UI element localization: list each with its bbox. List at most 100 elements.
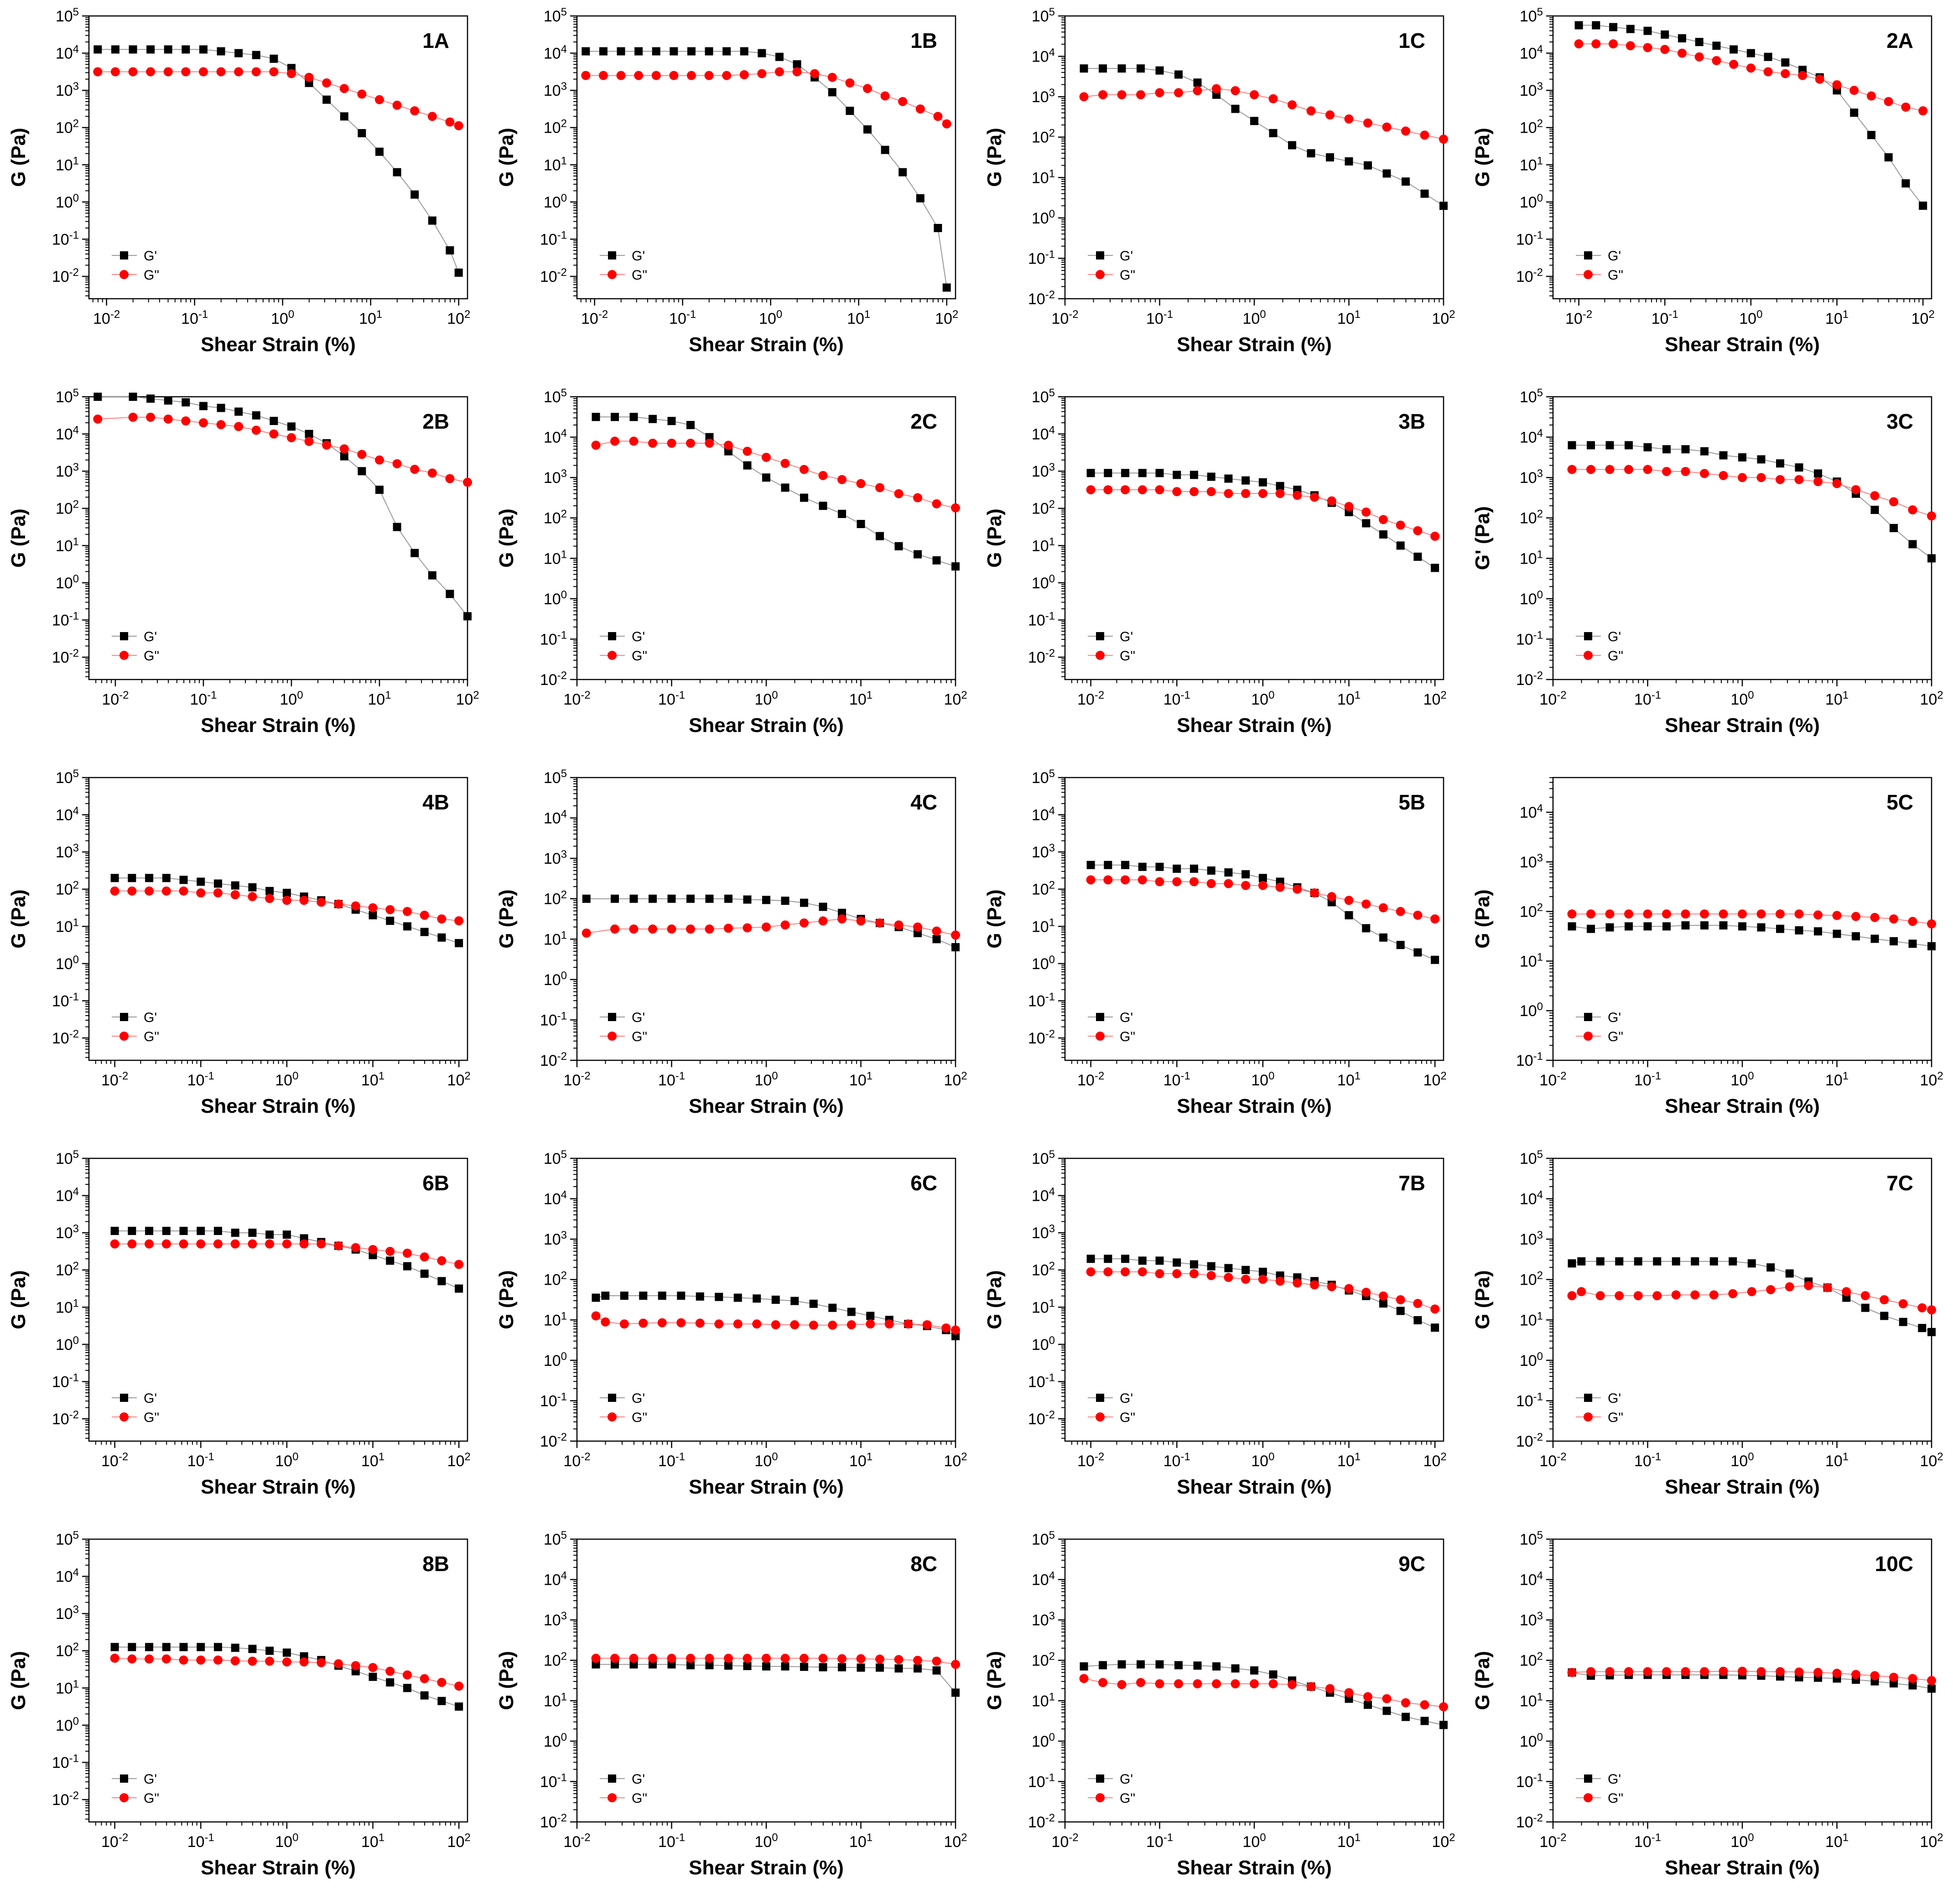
data-point bbox=[1327, 1282, 1336, 1292]
x-axis-title: Shear Strain (%) bbox=[689, 1857, 844, 1879]
legend-marker bbox=[120, 1013, 128, 1021]
data-point bbox=[197, 1643, 205, 1651]
data-point bbox=[1173, 864, 1181, 873]
data-point bbox=[265, 1656, 275, 1666]
data-point bbox=[809, 1299, 818, 1308]
data-point bbox=[922, 1320, 932, 1329]
data-point bbox=[1363, 118, 1372, 128]
data-point bbox=[837, 475, 847, 484]
data-point bbox=[1275, 882, 1285, 892]
legend: G' G" bbox=[1576, 249, 1623, 283]
data-point bbox=[248, 1645, 257, 1653]
y-tick-label: 10-2 bbox=[52, 1028, 79, 1048]
y-tick-label: 10-2 bbox=[540, 1431, 567, 1451]
data-point bbox=[581, 71, 591, 80]
x-tick-label: 102 bbox=[1423, 1070, 1447, 1089]
data-point bbox=[1174, 70, 1183, 79]
y-tick-label: 104 bbox=[56, 424, 79, 443]
data-point bbox=[1104, 469, 1112, 477]
series-g-double-prime bbox=[591, 1654, 960, 1669]
data-point bbox=[1363, 1692, 1372, 1702]
legend-marker bbox=[608, 1032, 617, 1041]
data-point bbox=[1288, 1680, 1297, 1689]
y-tick-label: 101 bbox=[56, 916, 79, 936]
data-point bbox=[1700, 469, 1709, 478]
data-point bbox=[1137, 64, 1145, 73]
data-point bbox=[1643, 443, 1652, 451]
data-point bbox=[317, 1239, 326, 1249]
x-axis-title: Shear Strain (%) bbox=[201, 1095, 356, 1117]
chart-svg: 10-2 10-1 100 101 102 10-2 10-1 100 101 102 103 104… bbox=[983, 1148, 1447, 1499]
data-point bbox=[1690, 1290, 1700, 1300]
data-point bbox=[248, 1656, 257, 1666]
y-tick-label: 10-1 bbox=[1516, 629, 1543, 649]
data-point bbox=[942, 119, 951, 129]
data-point bbox=[652, 47, 660, 56]
data-point bbox=[369, 1672, 377, 1681]
y-tick-label: 10-1 bbox=[1028, 610, 1055, 629]
data-point bbox=[110, 1643, 119, 1651]
data-point bbox=[686, 421, 695, 429]
data-point bbox=[1592, 21, 1600, 30]
data-point bbox=[393, 523, 401, 531]
data-point bbox=[1258, 489, 1267, 498]
data-point bbox=[403, 1684, 411, 1692]
series-g-double-prime bbox=[1567, 909, 1936, 929]
data-point bbox=[1396, 520, 1405, 530]
data-point bbox=[1086, 1255, 1095, 1263]
legend-label: G' bbox=[632, 249, 645, 264]
data-point bbox=[110, 874, 119, 882]
legend-marker bbox=[1096, 1412, 1105, 1422]
x-tick-label: 101 bbox=[1825, 1831, 1849, 1851]
data-point bbox=[932, 556, 941, 565]
chart-svg: 10-2 10-1 100 101 10210-1100101102103104Shea… bbox=[1471, 777, 1943, 1117]
x-axis-title: Shear Strain (%) bbox=[689, 1095, 844, 1117]
x-tick-label: 102 bbox=[1423, 689, 1447, 709]
y-tick-label: 104 bbox=[1032, 1185, 1055, 1205]
data-point bbox=[1206, 487, 1216, 497]
data-point bbox=[838, 1663, 846, 1671]
legend-label: G' bbox=[1608, 1772, 1621, 1787]
chart-panel-6c: 10-2 10-1 100 101 102 10-2 10-1 100 101 102 103 104… bbox=[488, 1142, 976, 1523]
data-point bbox=[1919, 202, 1927, 210]
data-point bbox=[1189, 877, 1199, 887]
data-point bbox=[1908, 1674, 1917, 1683]
y-tick-label: 102 bbox=[544, 1650, 567, 1670]
data-point bbox=[128, 874, 136, 882]
x-tick-label: 102 bbox=[1423, 1451, 1447, 1470]
x-tick-label: 10-1 bbox=[1634, 689, 1661, 709]
y-axis-title: G (Pa) bbox=[7, 1651, 30, 1710]
x-tick-label: 100 bbox=[1730, 689, 1754, 709]
series-line bbox=[586, 51, 947, 288]
data-point bbox=[322, 441, 332, 450]
x-tick-label: 10-2 bbox=[101, 1451, 128, 1470]
data-point bbox=[437, 914, 447, 923]
data-point bbox=[862, 84, 872, 93]
data-point bbox=[234, 407, 243, 416]
data-point bbox=[884, 1319, 894, 1329]
y-tick-label: 101 bbox=[1032, 535, 1055, 555]
y-tick-label: 105 bbox=[1520, 1529, 1543, 1549]
data-point bbox=[1832, 1669, 1842, 1678]
data-point bbox=[1700, 921, 1709, 930]
y-tick-label: 104 bbox=[56, 804, 79, 824]
y-tick-label: 102 bbox=[1032, 1650, 1055, 1670]
data-point bbox=[127, 886, 137, 896]
data-point bbox=[1870, 913, 1880, 922]
y-tick-label: 105 bbox=[1520, 6, 1543, 26]
data-point bbox=[182, 45, 190, 54]
y-tick-label: 102 bbox=[544, 1269, 567, 1289]
y-tick-label: 103 bbox=[56, 461, 79, 481]
chart-svg: 10-2 10-1 100 101 102 10-2 10-1 100 101 102 103 104… bbox=[7, 1529, 471, 1879]
data-point bbox=[1275, 1276, 1285, 1286]
data-point bbox=[1382, 1694, 1392, 1703]
data-point bbox=[856, 916, 866, 926]
data-point bbox=[800, 1654, 809, 1663]
data-point bbox=[1719, 921, 1728, 930]
x-tick-label: 100 bbox=[1730, 1070, 1754, 1089]
data-point bbox=[724, 1654, 733, 1663]
data-point bbox=[722, 47, 731, 56]
data-point bbox=[339, 444, 349, 454]
series-line bbox=[1572, 1261, 1932, 1333]
data-point bbox=[230, 890, 240, 899]
